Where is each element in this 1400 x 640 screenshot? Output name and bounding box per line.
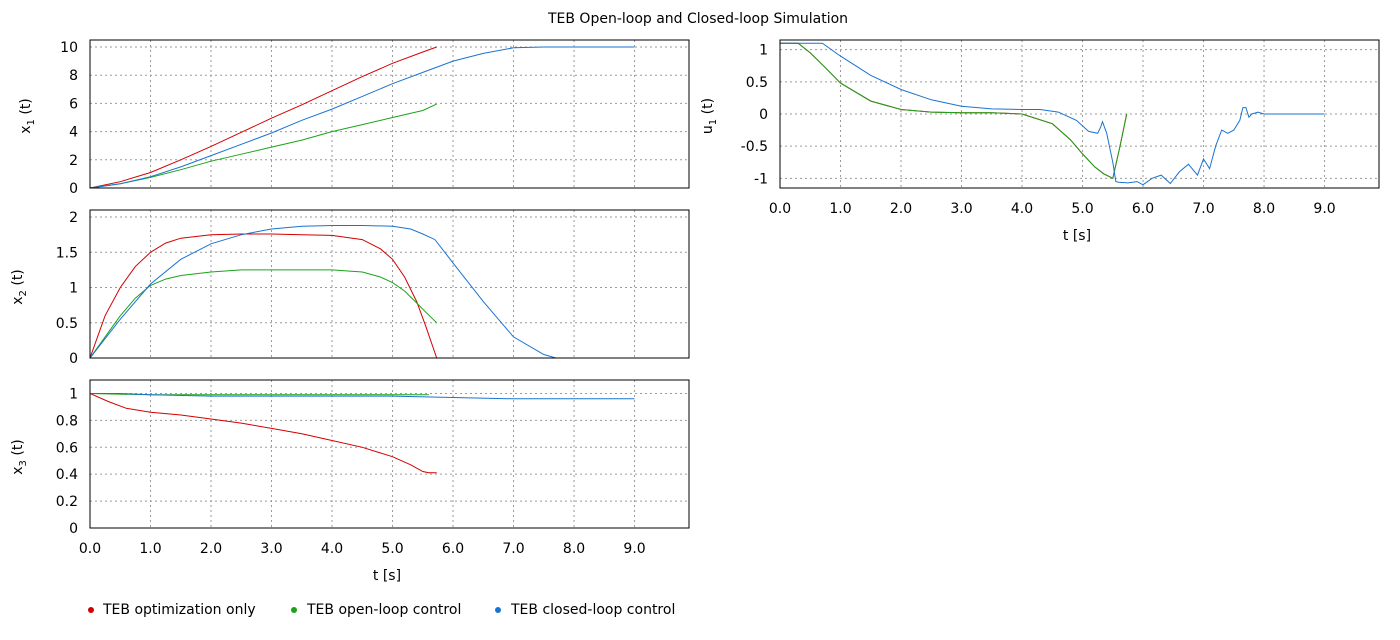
series-line-open-loop — [780, 42, 1128, 180]
y-axis-label: u1 (t) — [700, 98, 719, 134]
series-line-teb-only — [780, 42, 1128, 180]
plot-frame — [89, 209, 690, 359]
figure-title: TEB Open-loop and Closed-loop Simulation — [547, 11, 848, 27]
y-tick-label: 8 — [69, 68, 78, 84]
x-tick-label: 3.0 — [260, 541, 282, 557]
legend-entry: TEB optimization only — [88, 602, 256, 618]
x-axis-label: t [s] — [1063, 228, 1091, 244]
x-tick-label: 0.0 — [79, 541, 101, 557]
x-tick-label: 8.0 — [563, 541, 585, 557]
x-tick-label: 6.0 — [442, 541, 464, 557]
series-line-open-loop — [90, 103, 437, 188]
y-tick-label: 0 — [759, 107, 768, 123]
series-line-closed-loop — [90, 393, 635, 400]
y-tick-label: 0.5 — [746, 75, 768, 91]
panel-u1: -1 -0.5 0 0.5 1 0.0 1.0 2.0 3.0 4.0 5.0 6.0 7.0 8.0 9.… — [700, 39, 1380, 244]
x-tick-label: 6.0 — [1132, 201, 1154, 217]
y-tick-label: 0.4 — [56, 467, 78, 483]
series-line-teb-only — [90, 46, 437, 188]
plot-frame — [779, 39, 1380, 189]
y-tick-label: 10 — [60, 40, 78, 56]
y-tick-label: 1 — [69, 386, 78, 402]
x-tick-label: 2.0 — [890, 201, 912, 217]
x-tick-label: 5.0 — [1071, 201, 1093, 217]
legend-label: TEB optimization only — [102, 602, 256, 618]
x-tick-label: 8.0 — [1253, 201, 1275, 217]
legend-swatch — [291, 607, 297, 613]
y-tick-label: 0 — [69, 181, 78, 197]
legend-label: TEB open-loop control — [306, 602, 461, 618]
y-axis-label: x2 (t) — [10, 269, 29, 305]
y-tick-label: 0 — [69, 351, 78, 367]
plot-frame — [89, 379, 690, 529]
y-tick-label: 2 — [69, 153, 78, 169]
series-line-closed-loop — [90, 46, 635, 188]
y-tick-label: -1 — [754, 171, 768, 187]
x-tick-label: 9.0 — [1313, 201, 1335, 217]
y-tick-label: 4 — [69, 125, 78, 141]
y-tick-label: 1.5 — [56, 245, 78, 261]
panel-x2: 0 0.5 1 1.5 2 x2 (t) — [10, 209, 690, 367]
series-line-teb-only — [90, 393, 437, 474]
x-tick-label: 3.0 — [950, 201, 972, 217]
series-line-open-loop — [90, 269, 438, 358]
y-tick-label: 0.5 — [56, 316, 78, 332]
series-line-teb-only — [90, 233, 438, 358]
y-tick-label: 1 — [759, 43, 768, 59]
y-tick-label: 1 — [69, 281, 78, 297]
legend-entry: TEB open-loop control — [291, 602, 461, 618]
y-tick-label: 0 — [69, 521, 78, 537]
y-tick-label: -0.5 — [741, 139, 768, 155]
x-tick-label: 0.0 — [769, 201, 791, 217]
y-tick-label: 6 — [69, 96, 78, 112]
x-tick-label: 4.0 — [1011, 201, 1033, 217]
y-axis-label: x3 (t) — [10, 439, 29, 475]
x-tick-label: 4.0 — [321, 541, 343, 557]
panel-x1: 0 2 4 6 8 10 x1 (t) — [18, 39, 690, 197]
legend-entry: TEB closed-loop control — [495, 602, 675, 618]
x-tick-label: 1.0 — [139, 541, 161, 557]
x-tick-label: 5.0 — [381, 541, 403, 557]
x-axis-label: t [s] — [373, 568, 401, 584]
x-tick-label: 7.0 — [502, 541, 524, 557]
y-tick-label: 0.6 — [56, 440, 78, 456]
legend-label: TEB closed-loop control — [510, 602, 675, 618]
series-line-closed-loop — [90, 225, 574, 358]
x-tick-label: 9.0 — [623, 541, 645, 557]
y-tick-label: 2 — [69, 210, 78, 226]
y-tick-label: 0.8 — [56, 413, 78, 429]
y-axis-label: x1 (t) — [18, 98, 37, 134]
x-tick-label: 2.0 — [200, 541, 222, 557]
panel-x3: 0 0.2 0.4 0.6 0.8 1 0.0 1.0 2.0 3.0 4.0 5.0 6.0 7.0 8.… — [10, 379, 690, 584]
legend: TEB optimization only TEB open-loop cont… — [88, 602, 675, 618]
x-tick-label: 7.0 — [1192, 201, 1214, 217]
legend-swatch — [88, 607, 94, 613]
plot-frame — [89, 39, 690, 189]
legend-swatch — [495, 607, 501, 613]
x-tick-label: 1.0 — [829, 201, 851, 217]
series-line-closed-loop — [780, 42, 1325, 186]
y-tick-label: 0.2 — [56, 494, 78, 510]
